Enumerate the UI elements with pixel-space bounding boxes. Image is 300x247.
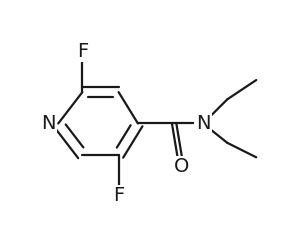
Text: N: N — [41, 114, 56, 133]
Text: F: F — [113, 186, 124, 206]
Text: N: N — [196, 114, 210, 133]
Text: O: O — [174, 157, 189, 176]
Text: F: F — [77, 41, 88, 61]
